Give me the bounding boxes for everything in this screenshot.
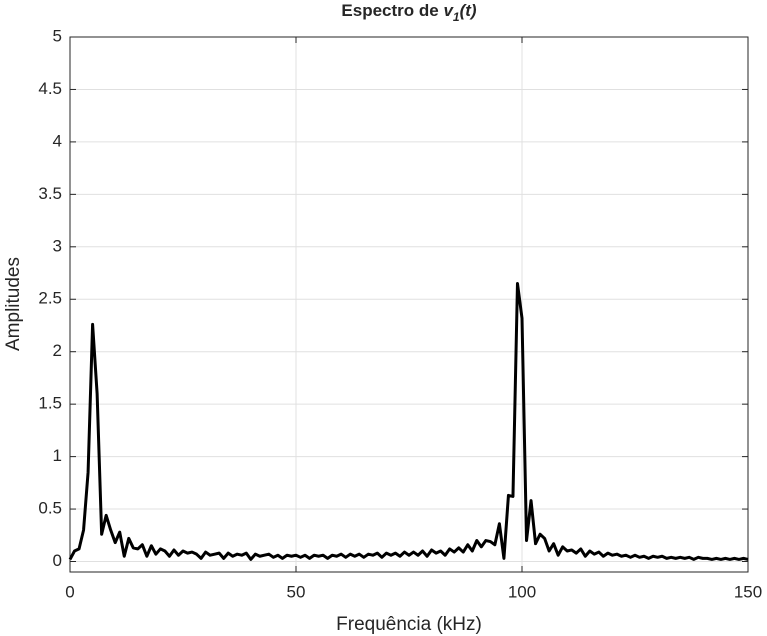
plot-frame: [69, 36, 749, 573]
y-axis-label: Amplitudes: [3, 257, 24, 351]
y-tick-label: 4: [53, 131, 62, 150]
y-tick-label: 1: [53, 446, 62, 465]
chart-title: Espectro de v1(t): [341, 1, 477, 24]
x-axis-label: Frequência (kHz): [336, 614, 482, 635]
y-tick-label: 2.5: [38, 289, 62, 308]
title-arg: (t): [460, 1, 477, 20]
x-tick-label: 50: [287, 582, 306, 601]
data-line: [68, 282, 749, 561]
y-tick-label: 1.5: [38, 394, 62, 413]
x-tick-label: 100: [508, 582, 536, 601]
title-sub: 1: [453, 10, 460, 24]
y-tick-label: 3: [53, 236, 62, 255]
y-tick-label: 0: [53, 551, 62, 570]
title-var: v: [443, 1, 454, 20]
y-tick-label: 5: [53, 26, 62, 45]
y-tick-label: 4.5: [38, 79, 62, 98]
title-text: Espectro de: [341, 1, 443, 20]
x-tick-label: 0: [65, 582, 74, 601]
y-tick-label: 3.5: [38, 184, 62, 203]
y-tick-label: 0.5: [38, 499, 62, 518]
y-tick-label: 2: [53, 341, 62, 360]
x-tick-label: 150: [734, 582, 762, 601]
